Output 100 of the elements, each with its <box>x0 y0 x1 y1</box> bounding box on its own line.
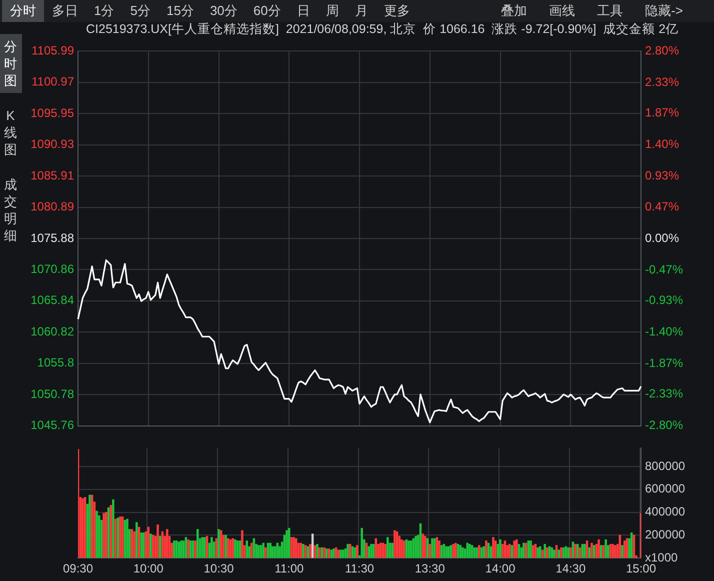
bar <box>309 544 312 558</box>
bar <box>553 550 556 558</box>
y2-tick-label: 2.80% <box>645 44 680 58</box>
bar <box>140 532 142 558</box>
bar <box>96 510 98 558</box>
bar <box>426 538 429 558</box>
bar <box>286 530 288 558</box>
bar <box>360 528 363 558</box>
bar <box>510 545 514 558</box>
bar <box>398 536 401 558</box>
x-tick-label: 10:30 <box>204 562 234 576</box>
bar <box>201 537 204 558</box>
bar <box>572 542 574 558</box>
bar <box>581 544 584 558</box>
x-tick-label: 11:00 <box>274 562 304 576</box>
bar <box>422 534 424 558</box>
y2-tick-label: 1.87% <box>645 106 680 120</box>
bar <box>210 537 213 558</box>
bar <box>119 516 122 558</box>
bar <box>173 540 176 558</box>
bar <box>326 548 328 558</box>
bar <box>370 544 372 558</box>
bar <box>340 550 342 558</box>
bar <box>368 546 370 558</box>
bar <box>604 539 607 558</box>
bar <box>105 512 108 558</box>
bar <box>241 530 244 558</box>
bar <box>318 547 321 558</box>
text: 30分 <box>208 2 238 20</box>
bar <box>337 550 340 558</box>
bar <box>445 546 448 558</box>
bar <box>260 545 262 558</box>
x-tick-label: 11:30 <box>344 562 374 576</box>
bar <box>156 524 159 558</box>
y2-tick-label: -1.87% <box>645 356 684 370</box>
y2-tick-label: 0.93% <box>645 168 680 183</box>
bar <box>541 550 544 558</box>
bar <box>408 540 410 558</box>
y2-tick-label: 200000 <box>645 527 686 542</box>
bar <box>316 544 318 558</box>
bar <box>513 540 516 558</box>
x-tick-label: 14:30 <box>556 562 586 576</box>
bar <box>433 538 436 558</box>
bar <box>448 546 450 558</box>
bar <box>470 545 474 558</box>
y2-tick-label: x1000 <box>645 550 678 564</box>
y2-tick-label: -2.80% <box>645 418 684 432</box>
bar <box>354 547 356 558</box>
y2-tick-label: -2.33% <box>645 386 684 401</box>
bar <box>150 534 152 558</box>
x-tick-label: 13:30 <box>414 562 446 576</box>
bar <box>126 518 128 558</box>
bar <box>394 530 396 558</box>
bar <box>224 534 227 558</box>
bar <box>492 537 494 558</box>
y-tick-label: 1055.8 <box>37 356 74 370</box>
y2-tick-label: 0.47% <box>645 199 680 214</box>
bar <box>187 539 190 558</box>
text: 60分 <box>252 2 282 20</box>
bar <box>384 544 386 558</box>
text: 日 <box>296 2 311 20</box>
bar <box>88 494 91 558</box>
bar <box>569 547 572 558</box>
x-tick-label: 10:00 <box>133 562 164 576</box>
bar <box>262 542 264 558</box>
bar <box>476 547 478 558</box>
bar <box>110 505 112 558</box>
bar <box>238 540 241 558</box>
y-tick-label: 1060.82 <box>30 324 74 338</box>
bar <box>546 547 548 558</box>
bar <box>602 545 605 558</box>
bar <box>391 542 394 558</box>
bar <box>536 547 539 558</box>
y-tick-label: 1065.84 <box>30 293 74 308</box>
y-tick-label: 1105.99 <box>32 44 74 58</box>
bar <box>440 545 443 558</box>
bar <box>314 545 316 558</box>
bar <box>600 545 602 558</box>
bar <box>612 544 614 558</box>
bar <box>300 542 302 558</box>
bar <box>412 538 415 558</box>
bar <box>614 545 616 558</box>
bar <box>560 547 562 558</box>
bar <box>204 537 206 558</box>
bar <box>452 544 454 558</box>
bar <box>574 544 576 558</box>
bar <box>356 545 358 558</box>
bar <box>227 538 230 558</box>
bar <box>590 542 593 558</box>
text: 成交明细 <box>4 176 17 244</box>
text: 周 <box>324 2 340 20</box>
y2-tick-label: 800000 <box>645 458 686 473</box>
text: 分时 <box>2 0 44 22</box>
bar <box>520 547 522 558</box>
y-tick-label: 1100.97 <box>32 74 74 89</box>
x-tick-label: 15:00 <box>626 562 656 576</box>
bar <box>323 547 326 558</box>
y-tick-label: 1050.78 <box>30 386 74 401</box>
text: 多日 <box>51 2 79 20</box>
bar <box>102 513 105 558</box>
